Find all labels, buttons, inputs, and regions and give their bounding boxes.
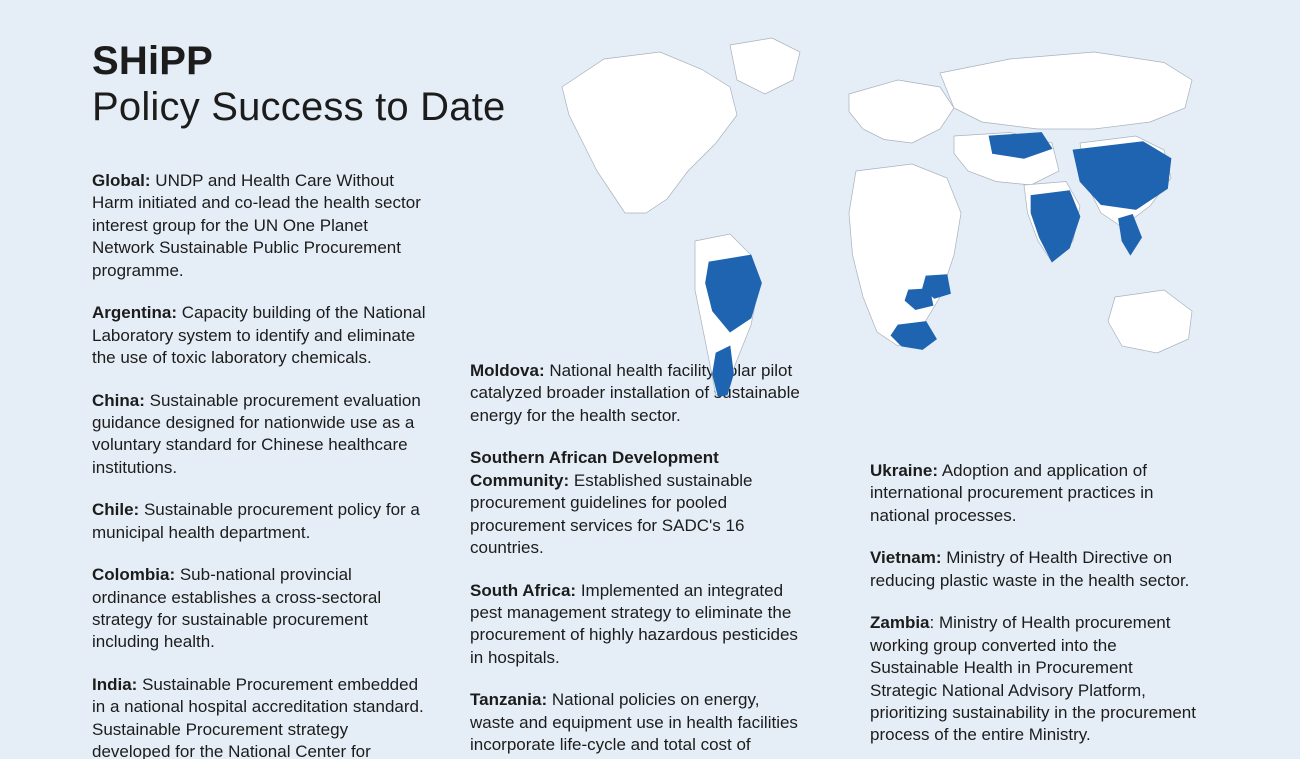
policy-entry: Global: UNDP and Health Care Without Har… — [92, 170, 427, 282]
column-3: Ukraine: Adoption and application of int… — [870, 460, 1200, 759]
page: SHiPP Policy Success to Date Global: UND… — [0, 0, 1300, 759]
entry-label: South Africa: — [470, 581, 576, 600]
world-map-svg — [520, 30, 1220, 410]
entry-label: Tanzania: — [470, 690, 547, 709]
title-line-1: SHiPP — [92, 38, 505, 84]
entry-label: India: — [92, 675, 137, 694]
entry-text: Sustainable Procurement embedded in a na… — [92, 675, 424, 759]
policy-entry: Vietnam: Ministry of Health Directive on… — [870, 547, 1200, 592]
world-map — [520, 30, 1220, 410]
column-2: Moldova: National health facility solar … — [470, 360, 805, 759]
entry-label: Vietnam: — [870, 548, 942, 567]
policy-entry: Chile: Sustainable procurement policy fo… — [92, 499, 427, 544]
policy-entry: Tanzania: National policies on energy, w… — [470, 689, 805, 759]
entry-label: China: — [92, 391, 145, 410]
policy-entry: China: Sustainable procurement evaluatio… — [92, 390, 427, 480]
policy-entry: Zambia: Ministry of Health procurement w… — [870, 612, 1200, 747]
entry-label: Global: — [92, 171, 151, 190]
entry-label: Argentina: — [92, 303, 177, 322]
page-title: SHiPP Policy Success to Date — [92, 38, 505, 130]
entry-label: Ukraine: — [870, 461, 938, 480]
entry-text: Sustainable procurement policy for a mun… — [92, 500, 420, 541]
policy-entry: Argentina: Capacity building of the Nati… — [92, 302, 427, 369]
policy-entry: Southern African Development Community: … — [470, 447, 805, 559]
policy-entry: Ukraine: Adoption and application of int… — [870, 460, 1200, 527]
policy-entry: Colombia: Sub-national provincial ordina… — [92, 564, 427, 654]
column-1: Global: UNDP and Health Care Without Har… — [92, 170, 427, 759]
map-landmasses — [562, 38, 1192, 395]
title-line-2: Policy Success to Date — [92, 84, 505, 130]
policy-entry: South Africa: Implemented an integrated … — [470, 580, 805, 670]
entry-label: Chile: — [92, 500, 139, 519]
entry-label: Colombia: — [92, 565, 175, 584]
policy-entry: India: Sustainable Procurement embedded … — [92, 674, 427, 759]
entry-text: : Ministry of Health procurement working… — [870, 613, 1196, 744]
entry-label: Zambia — [870, 613, 930, 632]
